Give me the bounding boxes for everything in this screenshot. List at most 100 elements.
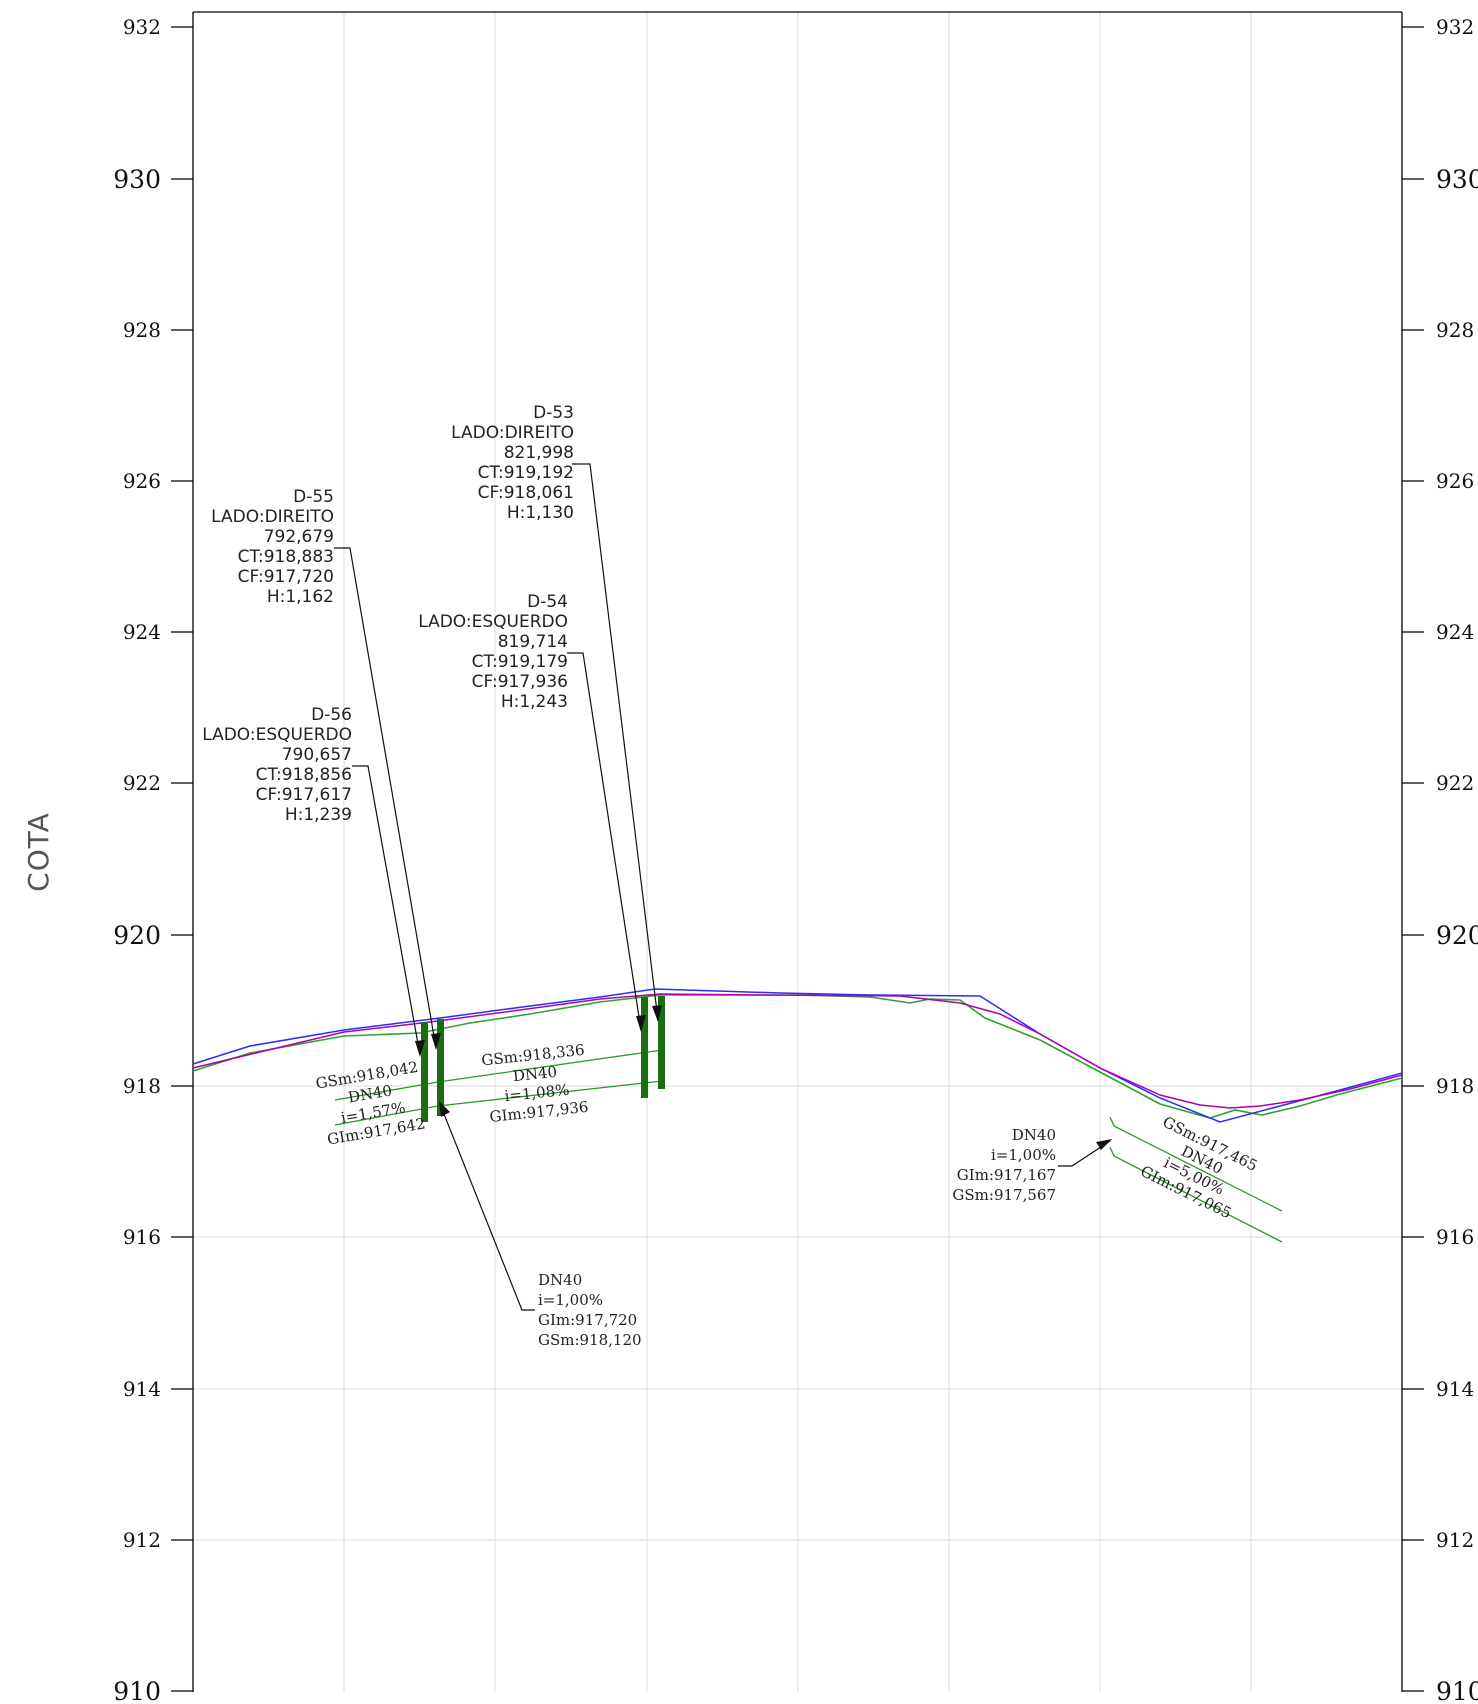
manhole-id: D-53	[533, 403, 574, 423]
horizontal-grid	[193, 1085, 1402, 1541]
pipe-2-bottom	[437, 1080, 663, 1107]
arrowhead-D-56	[415, 1040, 425, 1057]
leader-D-53	[572, 463, 659, 1021]
tick-label-left-924: 924	[123, 620, 161, 644]
manhole-h: H:1,162	[267, 587, 334, 607]
pipe-gim: GIm:917,936	[489, 1098, 590, 1126]
manhole-D-54	[641, 997, 648, 1098]
leader-lines	[334, 463, 1111, 1311]
label-D-56: D-56 LADO:ESQUERDO 790,657 CT:918,856 CF…	[202, 705, 352, 825]
manhole-ct: CT:918,883	[238, 547, 334, 567]
terrain-blue-line	[192, 988, 1403, 1123]
arrowhead-callout-1	[439, 1101, 450, 1117]
arrowhead-callout-2	[1096, 1139, 1112, 1150]
leader-D-55	[334, 547, 437, 1049]
callout-gim: GIm:917,720	[538, 1311, 637, 1329]
tick-label-left-920: 920	[113, 921, 161, 950]
leader-callout-2	[1058, 1140, 1111, 1167]
manhole-id: D-56	[311, 705, 352, 725]
leader-D-56	[352, 765, 421, 1056]
tick-label-right-912: 912	[1436, 1528, 1474, 1552]
tick-label-right-916: 916	[1436, 1225, 1474, 1249]
tick-label-right-914: 914	[1436, 1377, 1474, 1401]
manhole-ct: CT:918,856	[256, 765, 352, 785]
callout-slope: i=1,00%	[991, 1146, 1056, 1164]
manhole-side: LADO:ESQUERDO	[418, 612, 568, 632]
existing-ground-line	[192, 994, 1403, 1119]
manhole-cf: CF:917,936	[472, 672, 568, 692]
manhole-D-56	[421, 1022, 428, 1122]
pipe-dn: DN40	[512, 1063, 558, 1086]
pipe-3-top	[1109, 1116, 1283, 1212]
callout-dn: DN40	[538, 1271, 582, 1289]
leader-callout-1	[439, 1103, 535, 1311]
manhole-h: H:1,243	[501, 692, 568, 712]
manhole-cf: CF:917,720	[238, 567, 334, 587]
manhole-id: D-54	[527, 592, 568, 612]
manhole-cf: CF:918,061	[478, 483, 574, 503]
tick-label-right-926: 926	[1436, 469, 1474, 493]
label-D-53: D-53 LADO:DIREITO 821,998 CT:919,192 CF:…	[451, 403, 574, 523]
profile-lines	[192, 988, 1403, 1123]
callout-dn: DN40	[1012, 1126, 1056, 1144]
label-D-54: D-54 LADO:ESQUERDO 819,714 CT:919,179 CF…	[418, 592, 568, 712]
tick-label-right-932: 932	[1436, 15, 1474, 39]
pipe-label-2: GSm:918,336 DN40 i=1,08% GIm:917,936	[481, 1041, 590, 1126]
tick-label-left-914: 914	[123, 1377, 161, 1401]
tick-label-right-928: 928	[1436, 318, 1474, 342]
tick-label-right-922: 922	[1436, 771, 1474, 795]
leader-D-54	[567, 652, 642, 1031]
pipe-1-top	[334, 1081, 439, 1101]
callout-gim: GIm:917,167	[957, 1166, 1056, 1184]
callout-gsm: GSm:917,567	[952, 1186, 1056, 1204]
tick-label-left-922: 922	[123, 771, 161, 795]
manhole-ct: CT:919,192	[478, 463, 574, 483]
tick-label-left-926: 926	[123, 469, 161, 493]
manhole-D-55	[437, 1019, 444, 1116]
design-purple-line	[192, 993, 1403, 1109]
tick-label-left-910: 910	[113, 1677, 161, 1704]
manholes	[421, 996, 665, 1122]
pipes	[334, 1049, 1283, 1243]
y-axis-title: COTA	[22, 812, 55, 892]
tick-label-right-918: 918	[1436, 1074, 1474, 1098]
callout-slope: i=1,00%	[538, 1291, 603, 1309]
manhole-ct: CT:919,179	[472, 652, 568, 672]
tick-label-right-910: 910	[1436, 1677, 1478, 1704]
manhole-station: 790,657	[282, 745, 352, 765]
tick-label-left-918: 918	[123, 1074, 161, 1098]
vertical-grid	[343, 12, 1252, 1692]
manhole-side: LADO:DIREITO	[451, 423, 574, 443]
manhole-side: LADO:ESQUERDO	[202, 725, 352, 745]
tick-marks	[171, 26, 1424, 1692]
pipe-2-top	[437, 1049, 663, 1083]
tick-label-right-920: 920	[1436, 921, 1478, 950]
manhole-station: 819,714	[498, 632, 568, 652]
pipe-3-bottom	[1109, 1146, 1283, 1243]
manhole-side: LADO:DIREITO	[211, 507, 334, 527]
tick-label-left-912: 912	[123, 1528, 161, 1552]
right-tick-labels: 932 930 928 926 924 922 920 918 916 914 …	[1436, 15, 1478, 1704]
tick-label-left-932: 932	[123, 15, 161, 39]
pipe-1-bottom	[334, 1105, 439, 1126]
label-D-55: D-55 LADO:DIREITO 792,679 CT:918,883 CF:…	[211, 487, 334, 607]
manhole-id: D-55	[293, 487, 334, 507]
drawing-frame	[192, 11, 1403, 1692]
manhole-station: 821,998	[504, 443, 574, 463]
left-tick-labels: 932 930 928 926 924 922 920 918 916 914 …	[113, 15, 161, 1704]
pipe-label-1: GSm:918,042 DN40 i=1,57% GIm:917,642	[314, 1058, 426, 1149]
manhole-station: 792,679	[264, 527, 334, 547]
callout-gsm: GSm:918,120	[538, 1331, 642, 1349]
manhole-D-53	[658, 996, 665, 1089]
callout-2: DN40 i=1,00% GIm:917,167 GSm:917,567	[952, 1126, 1056, 1204]
tick-label-left-928: 928	[123, 318, 161, 342]
callout-1: DN40 i=1,00% GIm:917,720 GSm:918,120	[538, 1271, 642, 1349]
arrowhead-D-54	[636, 1015, 646, 1032]
tick-label-left-930: 930	[113, 165, 161, 194]
arrowhead-D-55	[431, 1033, 441, 1050]
leader-arrowheads	[415, 1005, 1112, 1150]
tick-label-right-924: 924	[1436, 620, 1474, 644]
manhole-h: H:1,239	[285, 805, 352, 825]
tick-label-left-916: 916	[123, 1225, 161, 1249]
